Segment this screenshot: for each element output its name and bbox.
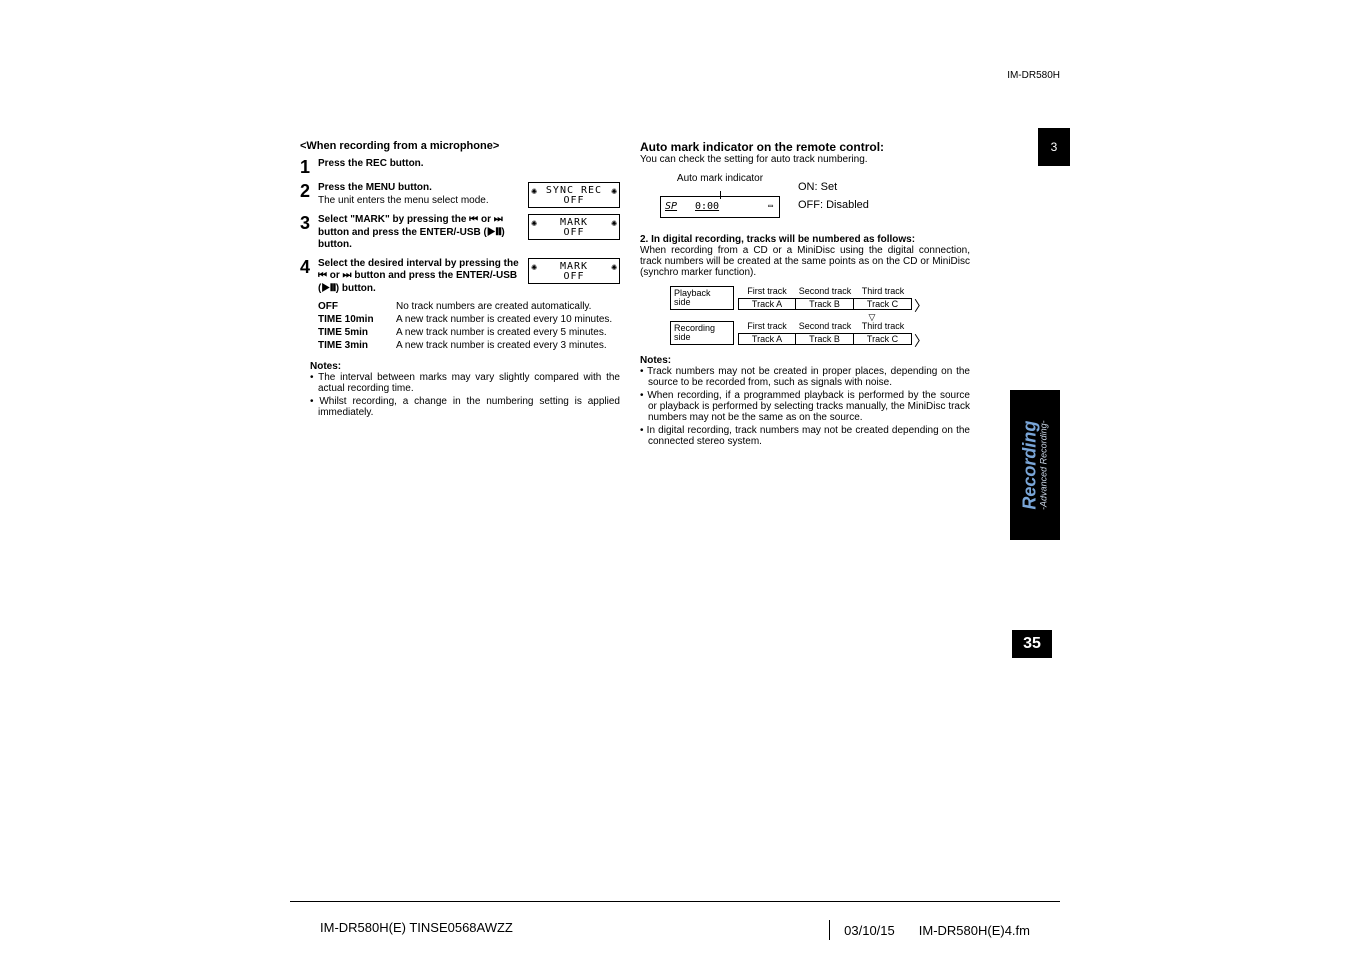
remote-display-box: SP 0:00 ▭: [660, 196, 780, 218]
lcd-line2: OFF: [529, 195, 619, 208]
thumb-index-slot: [1038, 90, 1070, 128]
step-3-text: Select "MARK" by pressing the ⏮ or ⏭ but…: [318, 214, 524, 252]
left-note-2: Whilst recording, a change in the number…: [310, 396, 620, 418]
interval-options: OFF No track numbers are created automat…: [318, 301, 620, 351]
recording-side-label: Recording side: [670, 321, 734, 345]
lcd-line2: OFF: [529, 227, 619, 240]
interval-off-key: OFF: [318, 301, 396, 312]
step-3: 3 Select "MARK" by pressing the ⏮ or ⏭ b…: [300, 214, 620, 252]
right-column: Auto mark indicator on the remote contro…: [640, 140, 970, 449]
footer-date: 03/10/15: [844, 923, 895, 938]
col-third-track: Third track: [854, 321, 912, 333]
cell-track-b: Track B: [796, 298, 854, 310]
step-number: 4: [300, 258, 318, 296]
page-number: 35: [1012, 630, 1052, 658]
cell-track-b: Track B: [796, 333, 854, 345]
left-notes-list: The interval between marks may vary slig…: [310, 372, 620, 418]
lcd-mark-2: ✺ ✺ MARK OFF: [528, 258, 620, 284]
lcd-sync-rec: ✺ ✺ SYNC REC OFF: [528, 182, 620, 208]
interval-3-val: A new track number is created every 3 mi…: [396, 340, 620, 351]
col-second-track: Second track: [796, 286, 854, 298]
auto-mark-indicator-label: Auto mark indicator: [660, 173, 780, 184]
step-4: 4 Select the desired interval by pressin…: [300, 258, 620, 296]
playback-side-row: Playback side First trackTrack A Second …: [670, 286, 970, 310]
time-indicator: 0:00: [695, 201, 719, 212]
cell-track-a: Track A: [738, 333, 796, 345]
step-4-text: Select the desired interval by pressing …: [318, 258, 524, 296]
interval-off-val: No track numbers are created automatical…: [396, 301, 620, 312]
off-disabled-text: OFF: Disabled: [798, 199, 869, 211]
sp-indicator: SP: [665, 201, 677, 212]
digital-recording-heading: 2. In digital recording, tracks will be …: [640, 234, 970, 245]
col-first-track: First track: [738, 286, 796, 298]
auto-mark-indicator-block: Auto mark indicator SP 0:00 ▭ ON: Set OF…: [660, 173, 970, 218]
auto-mark-title: Auto mark indicator on the remote contro…: [640, 140, 970, 154]
model-code: IM-DR580H: [1007, 70, 1060, 81]
interval-5-key: TIME 5min: [318, 327, 396, 338]
interval-10-key: TIME 10min: [318, 314, 396, 325]
right-notes-header: Notes:: [640, 355, 970, 366]
step-1: 1 Press the REC button.: [300, 158, 620, 176]
playback-side-label: Playback side: [670, 286, 734, 310]
step-1-text: Press the REC button.: [318, 158, 424, 169]
lcd-mark-1: ✺ ✺ MARK OFF: [528, 214, 620, 240]
interval-10-val: A new track number is created every 10 m…: [396, 314, 620, 325]
step-2: 2 Press the MENU button. The unit enters…: [300, 182, 620, 208]
arrow-right-icon: 〉: [914, 300, 928, 312]
right-notes-list: Track numbers may not be created in prop…: [640, 366, 970, 447]
left-note-1: The interval between marks may vary slig…: [310, 372, 620, 394]
right-note-2: When recording, if a programmed playback…: [640, 390, 970, 423]
lcd-line2: OFF: [529, 271, 619, 284]
col-second-track: Second track: [796, 321, 854, 333]
left-column: <When recording from a microphone> 1 Pre…: [300, 140, 620, 420]
battery-icon: ▭: [768, 201, 773, 210]
left-notes-header: Notes:: [310, 361, 620, 372]
section-tab: Recording -Advanced Recording-: [1010, 390, 1060, 540]
arrow-right-icon: 〉: [914, 335, 928, 347]
interval-3-key: TIME 3min: [318, 340, 396, 351]
cell-track-c: Track C: [854, 298, 912, 310]
on-off-legend: ON: Set OFF: Disabled: [798, 181, 869, 211]
mic-recording-heading: <When recording from a microphone>: [300, 140, 620, 152]
recording-side-row: Recording side First trackTrack A Second…: [670, 321, 970, 345]
col-third-track: Third track: [854, 286, 912, 298]
thumb-index-active: 3: [1038, 128, 1070, 166]
step-2-bold: Press the MENU button.: [318, 182, 432, 193]
right-note-3: In digital recording, track numbers may …: [640, 425, 970, 447]
digital-recording-body: When recording from a CD or a MiniDisc u…: [640, 245, 970, 278]
step-number: 2: [300, 182, 318, 208]
auto-mark-subtitle: You can check the setting for auto track…: [640, 154, 970, 165]
section-tab-sub: -Advanced Recording-: [1040, 420, 1049, 510]
page-footer: IM-DR580H(E) TINSE0568AWZZ 03/10/15 IM-D…: [290, 901, 1060, 940]
cell-track-a: Track A: [738, 298, 796, 310]
step-2-desc: The unit enters the menu select mode.: [318, 195, 489, 206]
interval-5-val: A new track number is created every 5 mi…: [396, 327, 620, 338]
footer-filename: IM-DR580H(E)4.fm: [919, 923, 1030, 938]
step-number: 1: [300, 158, 318, 176]
section-tab-main: Recording: [1021, 420, 1040, 510]
cell-track-c: Track C: [854, 333, 912, 345]
on-set-text: ON: Set: [798, 181, 869, 193]
right-note-1: Track numbers may not be created in prop…: [640, 366, 970, 388]
track-diagram: Playback side First trackTrack A Second …: [670, 286, 970, 345]
col-first-track: First track: [738, 321, 796, 333]
step-number: 3: [300, 214, 318, 252]
thumb-index: 3: [1038, 90, 1070, 166]
footer-left: IM-DR580H(E) TINSE0568AWZZ: [320, 920, 513, 940]
footer-divider: [829, 920, 830, 940]
